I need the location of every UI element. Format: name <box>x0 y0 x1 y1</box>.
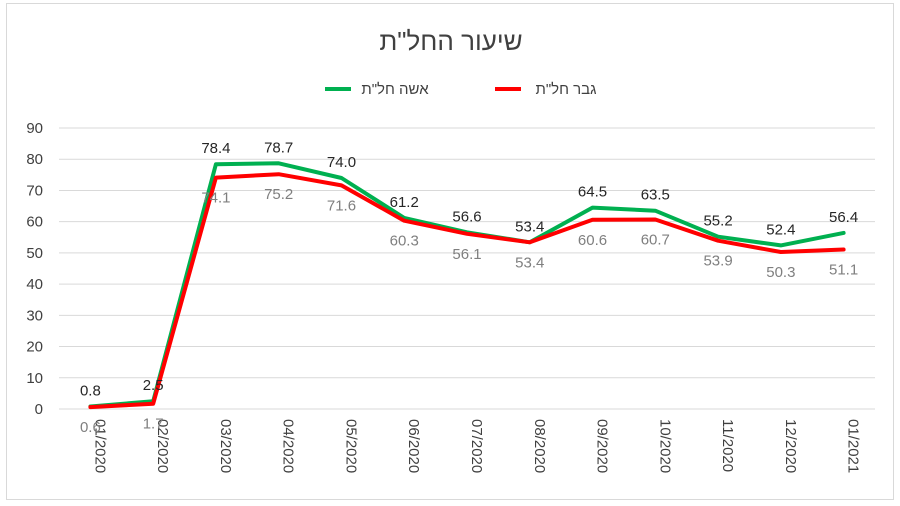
series-lines <box>88 161 846 410</box>
data-label-series0: 78.4 <box>201 140 230 157</box>
data-label-series1: 71.6 <box>327 197 356 214</box>
x-tick-label: 08/2020 <box>531 419 548 473</box>
x-tick-label: 01/2020 <box>91 419 108 473</box>
data-labels: 0.8 2.5 78.4 78.7 74.0 61.2 56.6 53.4 64.5 63.5 55… <box>80 139 858 436</box>
data-label-series1: 75.2 <box>264 186 293 203</box>
x-tick-label: 01/2021 <box>845 419 862 473</box>
data-label-series1: 1.7 <box>143 416 164 433</box>
data-label-series1: 53.4 <box>515 254 544 271</box>
y-tick-label-40: 40 <box>26 276 43 293</box>
data-label-series0: 0.8 <box>80 383 101 400</box>
data-label-series0: 64.5 <box>578 184 607 201</box>
y-tick-label-70: 70 <box>26 182 43 199</box>
x-tick-label: 10/2020 <box>656 419 673 473</box>
x-tick-label: 12/2020 <box>782 419 799 473</box>
x-axis-ticks: 01/2020 02/2020 03/2020 04/2020 05/2020 06/20… <box>91 419 861 473</box>
x-tick-label: 05/2020 <box>342 419 359 473</box>
data-label-series1: 56.1 <box>452 246 481 263</box>
data-label-series0: 53.4 <box>515 218 544 235</box>
y-tick-label-0: 0 <box>35 401 43 418</box>
x-tick-label: 04/2020 <box>280 419 297 473</box>
y-tick-label-50: 50 <box>26 245 43 262</box>
x-tick-label: 03/2020 <box>217 419 234 473</box>
data-label-series1: 60.6 <box>578 232 607 249</box>
data-label-series0: 63.5 <box>641 187 670 204</box>
data-label-series1: 60.7 <box>641 231 670 248</box>
y-tick-label-60: 60 <box>26 214 43 231</box>
y-tick-label-90: 90 <box>26 120 43 137</box>
data-label-series1: 51.1 <box>829 261 858 278</box>
x-tick-label: 02/2020 <box>154 419 171 473</box>
y-tick-label-30: 30 <box>26 307 43 324</box>
legend: אשה חל"ת גבר חל"ת <box>325 81 597 98</box>
data-label-series1: 74.1 <box>201 190 230 207</box>
y-tick-label-10: 10 <box>26 370 43 387</box>
data-label-series0: 78.7 <box>264 139 293 156</box>
data-label-series1: 0.6 <box>80 419 101 436</box>
x-tick-label: 09/2020 <box>594 419 611 473</box>
chart-frame: שיעור החל"ת אשה חל"ת גבר חל"ת 0 10 20 30 40 50… <box>6 3 894 500</box>
x-tick-label: 06/2020 <box>405 419 422 473</box>
x-tick-label: 11/2020 <box>719 419 736 472</box>
data-label-series0: 56.6 <box>452 208 481 225</box>
chart-svg: שיעור החל"ת אשה חל"ת גבר חל"ת 0 10 20 30 40 50… <box>26 26 875 473</box>
data-label-series0: 61.2 <box>390 194 419 211</box>
gridlines <box>59 127 875 410</box>
legend-label-1: גבר חל"ת <box>535 81 596 98</box>
chart-title: שיעור החל"ת <box>379 26 522 56</box>
x-tick-label: 07/2020 <box>468 419 485 473</box>
legend-label-0: אשה חל"ת <box>361 81 429 98</box>
y-tick-label-20: 20 <box>26 339 43 356</box>
data-label-series0: 2.5 <box>143 377 164 394</box>
data-label-series1: 50.3 <box>766 264 795 281</box>
data-label-series0: 52.4 <box>766 221 795 238</box>
data-label-series0: 55.2 <box>703 213 732 230</box>
y-tick-label-80: 80 <box>26 151 43 168</box>
data-label-series1: 53.9 <box>703 253 732 270</box>
data-label-series1: 60.3 <box>390 233 419 250</box>
series-line-1 <box>88 172 846 410</box>
data-label-series0: 56.4 <box>829 209 858 226</box>
y-axis-ticks: 0 10 20 30 40 50 60 70 80 90 <box>26 120 43 418</box>
data-label-series0: 74.0 <box>327 154 356 171</box>
